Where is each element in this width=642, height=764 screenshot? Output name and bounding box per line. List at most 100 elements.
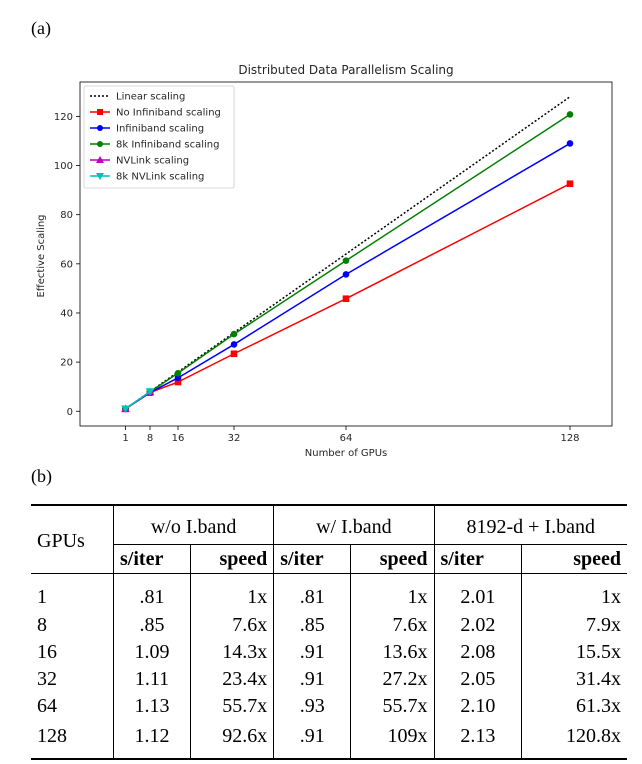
data-point (230, 350, 238, 358)
x-axis-label: Number of GPUs (305, 448, 387, 459)
data-point (230, 341, 238, 348)
legend-label: Infiniband scaling (116, 124, 204, 135)
table-cell: 2.05 (433, 666, 522, 693)
data-point (342, 257, 350, 264)
y-tick-label: 20 (60, 358, 73, 369)
panel-b-label: (b) (31, 466, 52, 486)
table-cell: .81 (113, 573, 191, 612)
x-tick-label: 8 (147, 433, 153, 444)
table-cell: 120.8x (521, 720, 627, 760)
data-point (174, 369, 182, 377)
table-cell: 64 (37, 695, 57, 717)
y-tick-label: 100 (54, 161, 73, 172)
legend-marker (96, 173, 104, 180)
table-cell: 32 (37, 668, 57, 690)
group-header: 8192-d + I.band (433, 504, 627, 545)
table-cell: 1 (37, 585, 47, 608)
subheader: speed (350, 544, 435, 574)
data-point (342, 295, 350, 303)
legend-marker (97, 141, 103, 147)
legend-label: NVLink scaling (116, 156, 189, 167)
table-group-header-row: GPUs w/o I.band w/ I.band 8192-d + I.ban… (31, 504, 627, 574)
table-cell: 92.6x (190, 720, 274, 760)
subheader: s/iter (433, 544, 522, 574)
legend-label: Linear scaling (116, 92, 185, 103)
legend-label: No Infiniband scaling (116, 108, 221, 119)
table-cell: 1.11 (113, 666, 191, 693)
table-cell: 2.13 (433, 720, 522, 760)
data-point (145, 388, 155, 396)
results-table: GPUs w/o I.band w/ I.band 8192-d + I.ban… (31, 504, 627, 760)
group-header: w/ I.band (273, 504, 435, 545)
y-axis-ticks: 0 20 40 60 80 100 120 (54, 112, 80, 418)
table-cell: 13.6x (350, 639, 435, 666)
table-cell: .91 (273, 720, 351, 760)
table-cell: 128 (31, 720, 114, 760)
chart-legend: Linear scaling No Infiniband scaling Infin… (83, 85, 235, 189)
y-tick-label: 0 (67, 407, 73, 418)
table-cell: .85 (273, 612, 351, 639)
table-cell: 27.2x (350, 666, 435, 693)
table-subheader-row: s/iter speed s/iter speed s/iter speed (31, 544, 627, 574)
table-cell: .81 (273, 573, 351, 612)
series-line-5 (125, 390, 151, 410)
legend-label: 8k NVLink scaling (116, 172, 204, 183)
x-tick-label: 64 (340, 433, 353, 444)
data-point (342, 271, 350, 278)
x-tick-label: 32 (228, 433, 241, 444)
data-point (174, 374, 182, 382)
data-point (174, 378, 182, 386)
y-tick-label: 60 (60, 259, 73, 270)
y-axis-label: Effective Scaling (36, 214, 47, 297)
subheader: speed (190, 544, 274, 574)
table-row: 128 1.12 92.6x .91 109x 2.13 120.8x (31, 720, 627, 760)
table-cell: 109x (350, 720, 435, 760)
table-cell: 8 (37, 614, 47, 636)
table-cell: .91 (273, 666, 351, 693)
table-cell: 2.01 (433, 573, 522, 612)
table-cell: 7.9x (521, 612, 627, 639)
x-axis-ticks: 1 8 16 32 64 128 (122, 426, 580, 444)
table-cell: 16 (37, 641, 57, 663)
panel-a-label: (a) (31, 18, 51, 38)
table-cell: 1.09 (113, 639, 191, 666)
y-tick-label: 80 (60, 210, 73, 221)
legend-label: 8k Infiniband scaling (116, 140, 219, 151)
table-cell: 14.3x (190, 639, 274, 666)
table-cell: 23.4x (190, 666, 274, 693)
table-row: 64 1.13 55.7x .93 55.7x 2.10 61.3x (31, 693, 627, 720)
table-row: 32 1.11 23.4x .91 27.2x 2.05 31.4x (31, 666, 627, 693)
table-cell: 61.3x (521, 693, 627, 720)
table-cell: 2.02 (433, 612, 522, 639)
chart-title: Distributed Data Parallelism Scaling (238, 63, 453, 77)
table-cell: 15.5x (521, 639, 627, 666)
table-cell: 2.08 (433, 639, 522, 666)
data-point (230, 330, 238, 338)
data-point (566, 111, 574, 118)
y-tick-label: 120 (54, 112, 73, 123)
table-cell: 55.7x (190, 693, 274, 720)
legend-marker (97, 109, 103, 115)
data-point (566, 140, 574, 147)
scaling-chart: Distributed Data Parallelism Scaling 0 20… (36, 63, 613, 459)
table-cell: 7.6x (190, 612, 274, 639)
table-row: 8 .85 7.6x .85 7.6x 2.02 7.9x (31, 612, 627, 639)
table-row: 1 .81 1x .81 1x 2.01 1x (31, 573, 627, 612)
x-tick-label: 16 (172, 433, 185, 444)
subheader: speed (521, 544, 627, 574)
x-tick-label: 128 (560, 433, 579, 444)
table-row: 16 1.09 14.3x .91 13.6x 2.08 15.5x (31, 639, 627, 666)
y-tick-label: 40 (60, 308, 73, 319)
table-cell: 2.10 (433, 693, 522, 720)
table-cell: 1x (190, 573, 274, 612)
group-header: w/o I.band (113, 504, 274, 545)
x-tick-label: 1 (122, 433, 128, 444)
gpus-header: GPUs (31, 504, 114, 574)
subheader: s/iter (273, 544, 351, 574)
table-cell: 7.6x (350, 612, 435, 639)
table-cell: 31.4x (521, 666, 627, 693)
data-point (121, 405, 130, 414)
table-cell: 55.7x (350, 693, 435, 720)
table-cell: .85 (113, 612, 191, 639)
table-cell: .91 (273, 639, 351, 666)
